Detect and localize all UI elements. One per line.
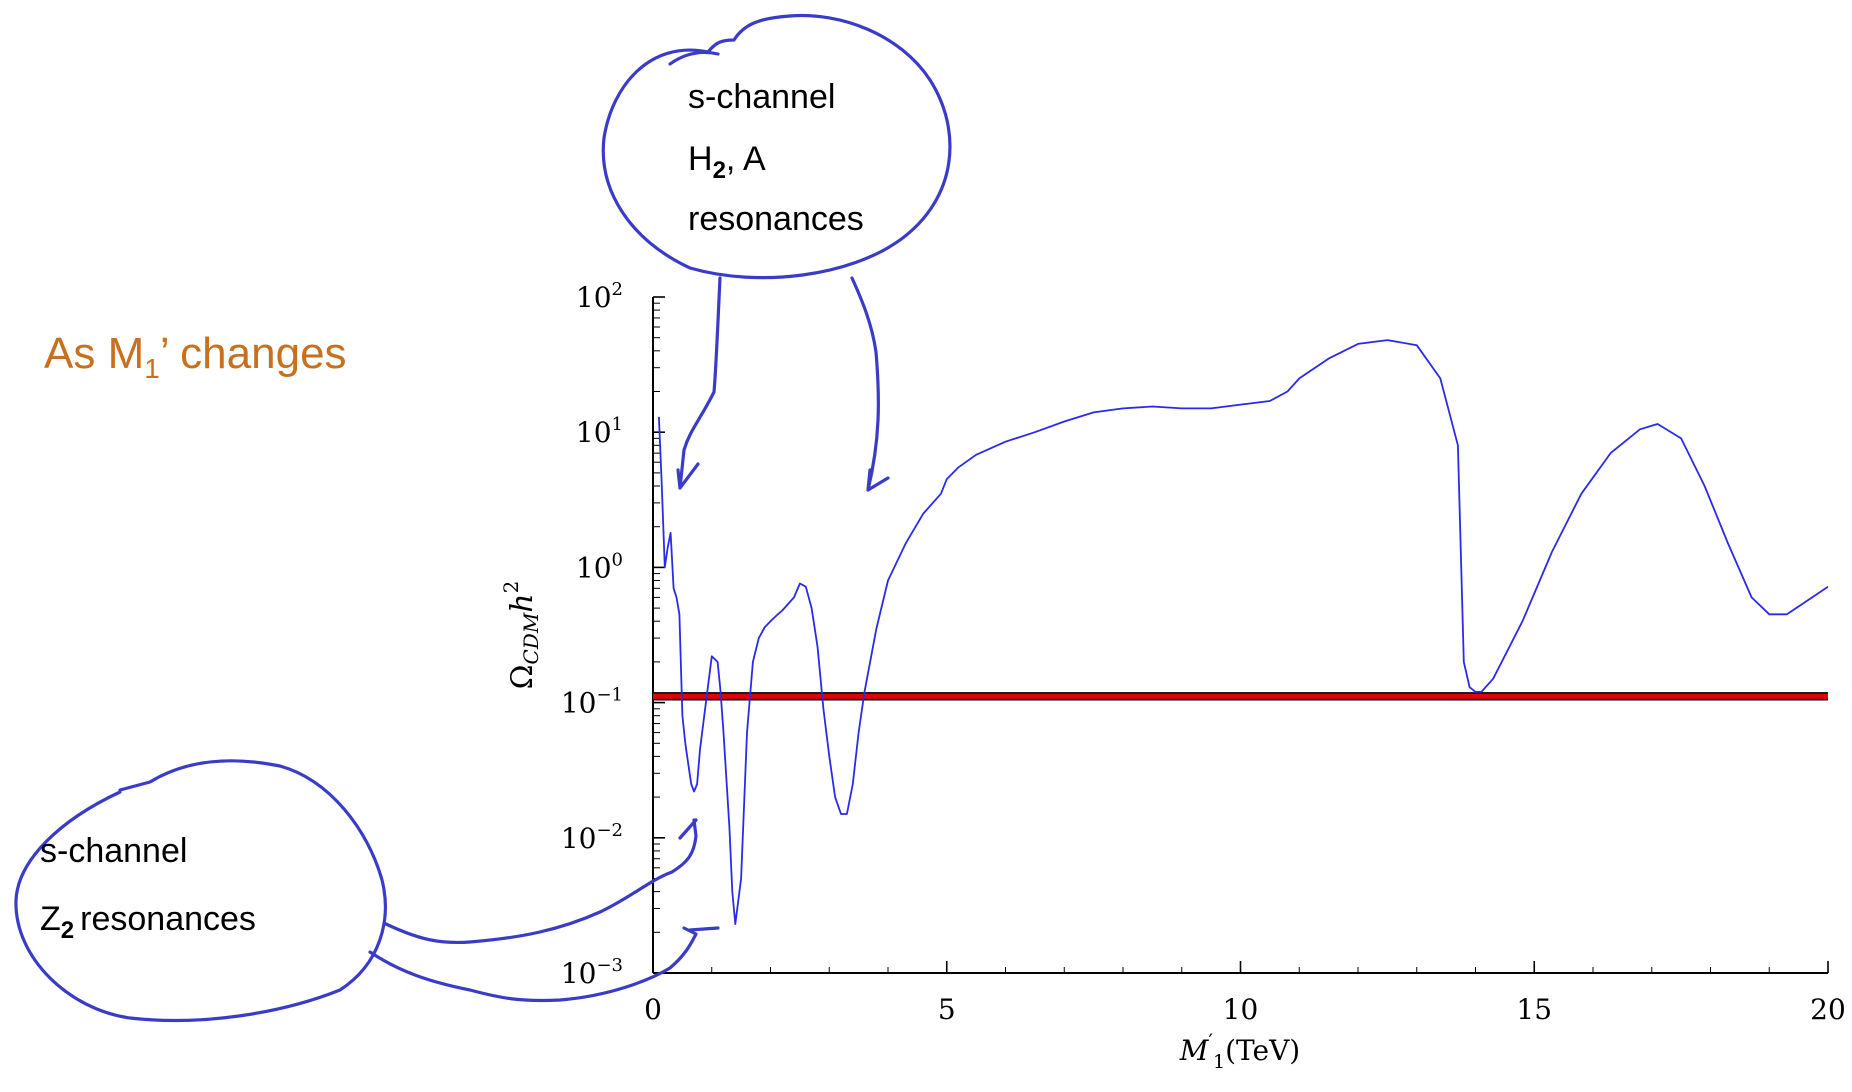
series-line-0 <box>658 339 1829 925</box>
x-tick-label: 20 <box>1810 993 1846 1026</box>
bottom-bubble-line2-main: Z <box>40 900 61 938</box>
x-axis-label-main: M <box>1179 1034 1210 1067</box>
y-axis-label: ΩCDMh2 <box>499 581 543 690</box>
slide-heading: As M1’ changes <box>44 329 347 384</box>
reference-band <box>653 692 1828 701</box>
top-arrow-left <box>676 276 722 490</box>
bottom-bubble-outline <box>14 759 387 1023</box>
top-bubble-text: s-channel H2, A resonances <box>688 78 864 238</box>
x-axis-label-prime: ′ <box>1208 1029 1213 1053</box>
x-grid-ticks: 0 5 10 15 20 <box>644 961 1846 1026</box>
handwritten-annotations: s-channel H2, A resonances s-channel Z2 r… <box>14 13 952 1023</box>
x-axis-label: M′1(TeV) <box>1179 1029 1300 1073</box>
x-tick-label: 0 <box>644 993 662 1026</box>
top-bubble-line3: resonances <box>688 200 864 238</box>
top-bubble-line2-sub: 2 <box>713 157 726 184</box>
relic-band <box>653 692 1828 700</box>
bottom-arrow-lower <box>368 926 720 1003</box>
top-bubble-outline <box>601 13 952 280</box>
x-tick-label: 10 <box>1223 993 1259 1026</box>
y-axis-label-rest: h <box>505 593 540 612</box>
y-tick-label: 10−1 <box>561 685 623 720</box>
y-grid-ticks: 102 101 100 10−1 10−2 10−3 <box>561 279 665 990</box>
y-tick-label: 101 <box>576 414 623 449</box>
x-tick-label: 15 <box>1516 993 1552 1026</box>
slide-heading-prefix: As M <box>44 329 144 378</box>
top-bubble-line1: s-channel <box>688 78 835 116</box>
y-axis-label-sub: CDM <box>519 612 543 664</box>
x-tick-label: 5 <box>938 993 956 1026</box>
x-axis-label-sub: 1 <box>1213 1051 1225 1073</box>
y-tick-label: 100 <box>576 549 623 584</box>
bottom-bubble-line2-sub: 2 <box>61 917 74 944</box>
x-axis-label-rest: (TeV) <box>1225 1034 1300 1067</box>
bottom-arrow-upper <box>384 818 698 945</box>
slide-heading-sub: 1 <box>144 353 160 384</box>
series-layer <box>658 339 1829 925</box>
y-tick-label: 102 <box>576 279 623 314</box>
top-bubble-line2-rest: , A <box>726 140 766 178</box>
y-axis-label-main: Ω <box>505 665 540 690</box>
y-tick-label: 10−2 <box>561 820 623 855</box>
y-axis-label-sup: 2 <box>499 581 523 594</box>
bottom-bubble-text: s-channel Z2 resonances <box>40 832 256 944</box>
top-bubble-line2-main: H <box>688 140 713 178</box>
slide-heading-suffix: ’ changes <box>160 329 347 378</box>
top-arrow-right <box>850 276 890 492</box>
y-tick-label: 10−3 <box>561 955 623 990</box>
bottom-bubble-line1: s-channel <box>40 832 187 870</box>
bottom-bubble-line2-rest: resonances <box>80 900 256 938</box>
